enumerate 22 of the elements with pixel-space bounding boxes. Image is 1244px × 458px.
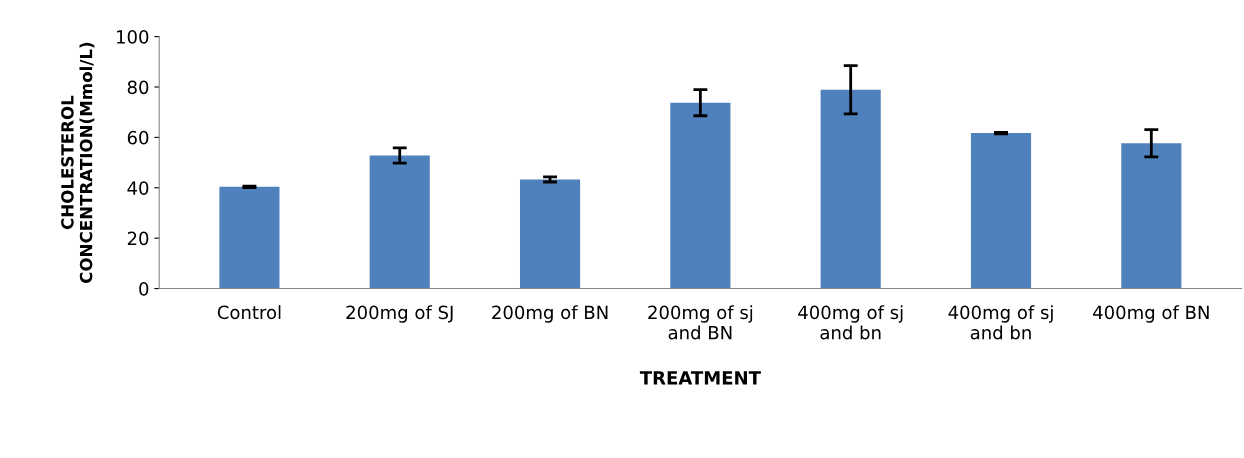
x-tick-label: 200mg of SJ <box>346 305 453 323</box>
y-tick-label: 100 <box>117 30 149 44</box>
y-tick-label: 40 <box>127 181 149 195</box>
y-tick-label: 20 <box>127 231 149 246</box>
x-tick-label: 200mg of sj and BN <box>648 305 753 340</box>
x-tick-label: 400mg of sj and bn <box>948 305 1053 340</box>
bar <box>970 133 1032 289</box>
y-tick-label: 80 <box>127 80 149 95</box>
bar <box>219 186 280 289</box>
bar <box>1121 143 1182 289</box>
x-axis-title: TREATMENT <box>639 371 761 385</box>
y-tick-label: 60 <box>127 130 149 145</box>
bar <box>670 102 731 289</box>
x-tick-label: 400mg of BN <box>1093 305 1209 323</box>
x-tick-label: 200mg of BN <box>492 305 608 323</box>
bar <box>369 155 430 289</box>
x-tick-label: 400mg of sj and bn <box>798 305 903 340</box>
y-axis-title: CHOLESTEROL CONCENTRATION(Mmol/L) <box>61 42 95 283</box>
bar <box>820 89 881 289</box>
y-tick-label: 0 <box>139 282 149 296</box>
x-tick-label: Control <box>217 305 281 320</box>
bar <box>519 179 581 289</box>
